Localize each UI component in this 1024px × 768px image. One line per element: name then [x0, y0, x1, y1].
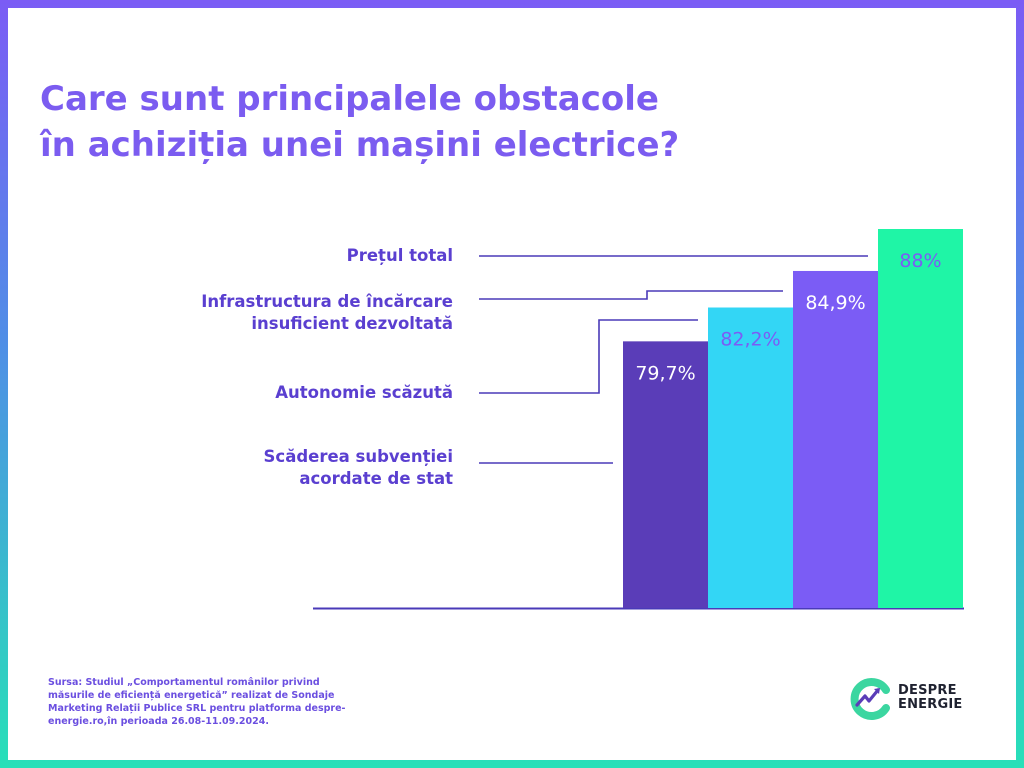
source-note: Sursa: Studiul „Comportamentul românilor…: [48, 677, 346, 727]
brand-logo: DESPRE ENERGIE: [848, 674, 978, 724]
bar-autonomie-scazuta: [708, 307, 793, 608]
title-line-1: Care sunt principalele obstacole: [40, 79, 659, 119]
value-label-pretul-total: 88%: [899, 250, 941, 272]
leader-line-infrastructura-de-incarcare-insuficient-dezvoltata: [479, 290, 783, 300]
title-line-2: în achiziția unei mașini electrice?: [40, 125, 680, 165]
energy-logo-icon: [850, 678, 890, 720]
logo-text: DESPRE ENERGIE: [898, 684, 962, 712]
category-label-scaderea-subventiei-acordate-de-stat-line-1: Scăderea subvenției: [264, 447, 453, 466]
bar-scaderea-subventiei-acordate-de-stat: [623, 341, 708, 608]
category-label-scaderea-subventiei-acordate-de-stat-line-2: acordate de stat: [299, 469, 453, 488]
category-label-autonomie-scazuta: Autonomie scăzută: [275, 383, 453, 402]
bar-pretul-total: [878, 229, 963, 608]
page-title: Care sunt principalele obstacole în achi…: [40, 76, 679, 168]
category-label-infrastructura-de-incarcare-insuficient-dezvoltata-line-2: insuficient dezvoltată: [251, 314, 453, 333]
bar-infrastructura-de-incarcare-insuficient-dezvoltata: [793, 270, 878, 608]
leader-line-autonomie-scazuta: [479, 319, 698, 394]
logo-text-line-2: ENERGIE: [898, 697, 963, 712]
value-label-scaderea-subventiei-acordate-de-stat: 79,7%: [635, 362, 695, 384]
category-label-pretul-total: Prețul total: [347, 246, 453, 265]
value-label-infrastructura-de-incarcare-insuficient-dezvoltata: 84,9%: [805, 292, 865, 314]
category-label-infrastructura-de-incarcare-insuficient-dezvoltata-line-1: Infrastructura de încărcare: [201, 292, 453, 311]
logo-text-line-1: DESPRE: [898, 683, 957, 698]
value-label-autonomie-scazuta: 82,2%: [720, 329, 780, 351]
